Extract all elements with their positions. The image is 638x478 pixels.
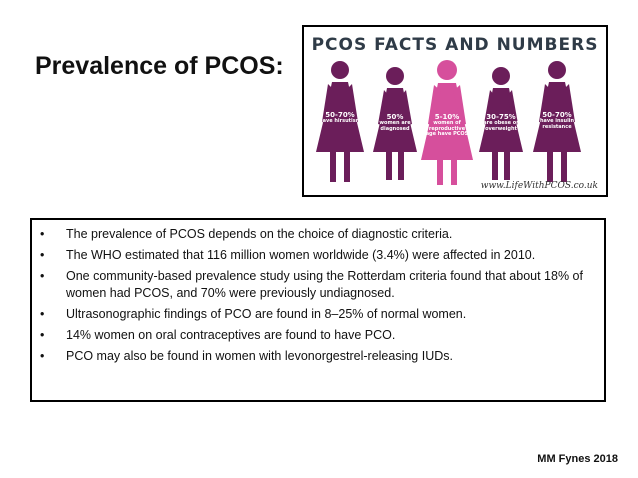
figure-description: have insulin resistance — [539, 118, 575, 130]
bullet-item: • Ultrasonographic findings of PCO are fo… — [38, 306, 594, 323]
bullet-item: • The WHO estimated that 116 million wome… — [38, 247, 594, 264]
figures-row: 50-70% have hirsutism 50% women are diag… — [304, 60, 606, 185]
figure-label-1: 50-70% have hirsutism — [318, 111, 362, 125]
bullet-text: 14% women on oral contraceptives are fou… — [66, 328, 396, 342]
bullet-item: • PCO may also be found in women with lev… — [38, 348, 594, 365]
bullet-dot-icon: • — [40, 269, 45, 283]
bullet-dot-icon: • — [40, 227, 45, 241]
figure-label-3: 5-10% women of reproductive age have PCO… — [425, 113, 469, 137]
bullet-dot-icon: • — [40, 349, 45, 363]
bullet-item: • 14% women on oral contraceptives are fo… — [38, 327, 594, 344]
woman-icon — [479, 67, 523, 180]
bullet-list: • The prevalence of PCOS depends on the c… — [38, 226, 594, 365]
woman-icon — [421, 60, 473, 185]
bullet-dot-icon: • — [40, 328, 45, 342]
figure-description: have hirsutism — [319, 118, 361, 125]
figure-percent: 50-70% — [325, 111, 355, 119]
author-credit: MM Fynes 2018 — [537, 453, 618, 465]
figure-description: women of reproductive age have PCOS — [425, 120, 469, 137]
figure-label-4: 30-75% are obese or overweight — [479, 113, 523, 132]
bullet-dot-icon: • — [40, 248, 45, 262]
figure-label-5: 50-70% have insulin resistance — [535, 111, 579, 130]
website-link: www.LifeWithPCOS.co.uk — [480, 181, 598, 191]
bullet-box: • The prevalence of PCOS depends on the c… — [30, 218, 606, 402]
woman-icon — [373, 67, 417, 180]
figures-svg — [316, 60, 581, 185]
slide-title: Prevalence of PCOS: — [35, 52, 284, 80]
woman-icon — [533, 61, 581, 182]
figure-percent: 30-75% — [486, 113, 516, 121]
bullet-item: • The prevalence of PCOS depends on the c… — [38, 226, 594, 243]
figure-percent: 50-70% — [542, 111, 572, 119]
infographic-title: PCOS FACTS AND NUMBERS — [311, 35, 599, 55]
figure-percent: 50% — [386, 113, 404, 121]
bullet-text: PCO may also be found in women with levo… — [66, 349, 453, 363]
bullet-item: • One community-based prevalence study us… — [38, 268, 594, 302]
woman-icon — [316, 61, 364, 182]
bullet-text: Ultrasonographic findings of PCO are fou… — [66, 307, 467, 321]
figure-percent: 5-10% — [434, 113, 460, 121]
figure-description: women are diagnosed — [379, 120, 411, 132]
bullet-text: The WHO estimated that 116 million women… — [66, 248, 536, 262]
figure-description: are obese or overweight — [483, 120, 519, 132]
figure-label-2: 50% women are diagnosed — [373, 113, 417, 132]
bullet-text: One community-based prevalence study usi… — [66, 269, 583, 300]
bullet-dot-icon: • — [40, 307, 45, 321]
pcos-infographic: PCOS FACTS AND NUMBERS — [302, 25, 608, 197]
bullet-text: The prevalence of PCOS depends on the ch… — [66, 227, 453, 241]
